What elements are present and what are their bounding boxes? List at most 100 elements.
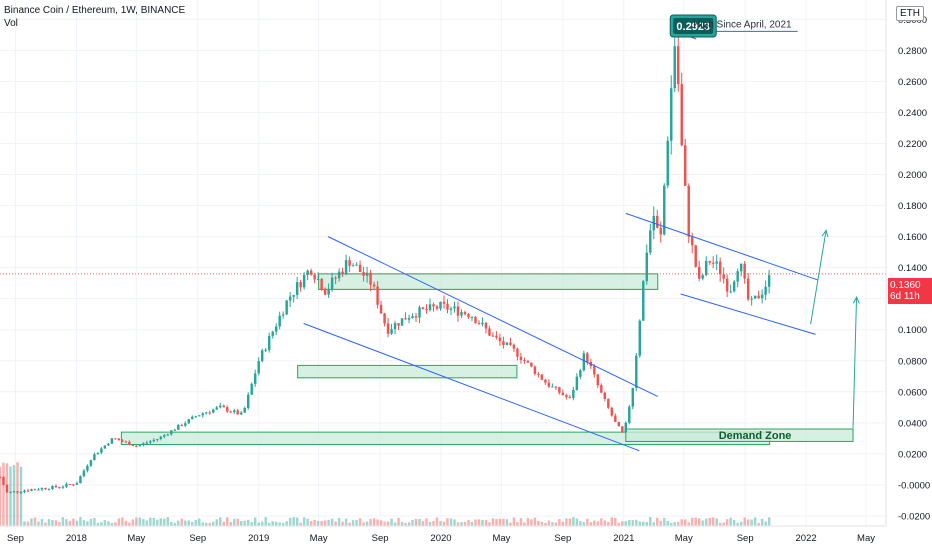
volume-bar xyxy=(579,520,582,526)
volume-bar xyxy=(519,518,523,526)
volume-bar xyxy=(313,519,316,526)
arrow-shaft xyxy=(852,297,858,429)
candle-body xyxy=(82,470,86,477)
volume-bar xyxy=(554,522,558,526)
volume-bar xyxy=(722,522,725,526)
candle-body xyxy=(257,361,260,374)
candle-body xyxy=(432,304,435,307)
price-candles xyxy=(0,36,771,495)
candle-body xyxy=(736,271,739,282)
candle-body xyxy=(631,388,635,407)
candle-body xyxy=(547,382,551,387)
volume-bar xyxy=(166,517,170,526)
candle-body xyxy=(61,486,65,488)
volume-bar xyxy=(37,521,40,526)
volume-bar xyxy=(663,517,666,526)
volume-bar xyxy=(659,520,662,526)
candle-body xyxy=(191,416,194,420)
volume-bar xyxy=(89,518,93,526)
candle-body xyxy=(145,442,149,444)
candle-body xyxy=(149,441,152,443)
x-tick-label: 2018 xyxy=(66,533,87,544)
volume-bar xyxy=(187,520,191,526)
volume-bar xyxy=(93,518,96,526)
volume-bar xyxy=(79,517,82,526)
volume-bar xyxy=(760,518,764,526)
candle-body xyxy=(184,423,187,426)
volume-bar xyxy=(477,519,481,526)
candle-body xyxy=(351,265,355,267)
volume-bar xyxy=(281,522,285,526)
volume-bar xyxy=(484,519,488,526)
candle-body xyxy=(316,278,320,280)
volume-bar xyxy=(767,517,771,526)
currency-label[interactable]: ETH xyxy=(896,6,924,21)
volume-bar xyxy=(677,521,680,526)
candle-body xyxy=(86,465,89,471)
candle-body xyxy=(288,296,292,301)
candle-body xyxy=(355,264,358,266)
candle-body xyxy=(582,353,586,371)
volume-bar xyxy=(470,521,474,526)
candle-body xyxy=(96,452,100,455)
candle-body xyxy=(463,312,467,315)
volume-bar xyxy=(540,521,544,526)
volume-bar xyxy=(708,517,711,526)
volume-bar xyxy=(715,518,718,526)
candle-body xyxy=(365,272,369,276)
candle-body xyxy=(117,438,121,441)
volume-bar xyxy=(128,522,131,526)
volume-label[interactable]: Vol xyxy=(4,18,18,29)
volume-bar xyxy=(51,520,54,526)
candle-body xyxy=(540,374,544,380)
volume-bar xyxy=(145,520,149,526)
candle-body xyxy=(579,370,582,377)
volume-bar xyxy=(547,520,551,526)
candle-body xyxy=(327,289,330,295)
volume-bar xyxy=(330,518,334,526)
candle-body xyxy=(320,278,323,290)
volume-bar xyxy=(205,522,208,526)
volume-bar xyxy=(309,521,313,526)
candle-body xyxy=(348,260,351,266)
volume-bar xyxy=(593,520,596,526)
candle-body xyxy=(302,274,306,288)
volume-bar xyxy=(341,521,344,526)
volume-bar xyxy=(432,520,435,526)
volume-bar xyxy=(498,518,502,526)
volume-bar xyxy=(163,518,166,526)
candle-body xyxy=(516,348,519,357)
volume-bar xyxy=(267,522,271,526)
volume-bar xyxy=(208,522,211,526)
volume-bar xyxy=(393,522,397,526)
symbol-title[interactable]: Binance Coin / Ethereum, 1W, BINANCE xyxy=(4,5,186,16)
y-tick-label: 0.0600 xyxy=(898,387,927,398)
volume-bar xyxy=(82,520,86,526)
y-tick-label: 0.1800 xyxy=(898,201,927,212)
volume-bar xyxy=(376,519,379,526)
candle-body xyxy=(477,323,481,325)
volume-bar xyxy=(274,521,278,526)
volume-bar xyxy=(617,522,621,526)
y-tick-label: -0.0000 xyxy=(898,480,930,491)
candle-body xyxy=(607,398,610,408)
candle-body xyxy=(93,454,96,461)
volume-bar xyxy=(596,521,600,526)
volume-bar xyxy=(250,522,253,526)
volume-bar xyxy=(30,518,33,526)
candle-body xyxy=(684,145,687,186)
volume-bar xyxy=(397,517,400,526)
volume-bar xyxy=(222,521,225,526)
candle-body xyxy=(26,490,30,492)
volume-bar xyxy=(610,517,614,526)
volume-bar xyxy=(526,518,530,526)
candle-body xyxy=(267,335,271,350)
channel-lower-line xyxy=(303,323,640,452)
volume-bar xyxy=(103,520,107,526)
volume-bar xyxy=(680,519,683,526)
volume-bar xyxy=(12,465,16,526)
grid-lines xyxy=(0,0,886,526)
candle-body xyxy=(746,278,750,300)
volume-bar xyxy=(386,521,390,526)
